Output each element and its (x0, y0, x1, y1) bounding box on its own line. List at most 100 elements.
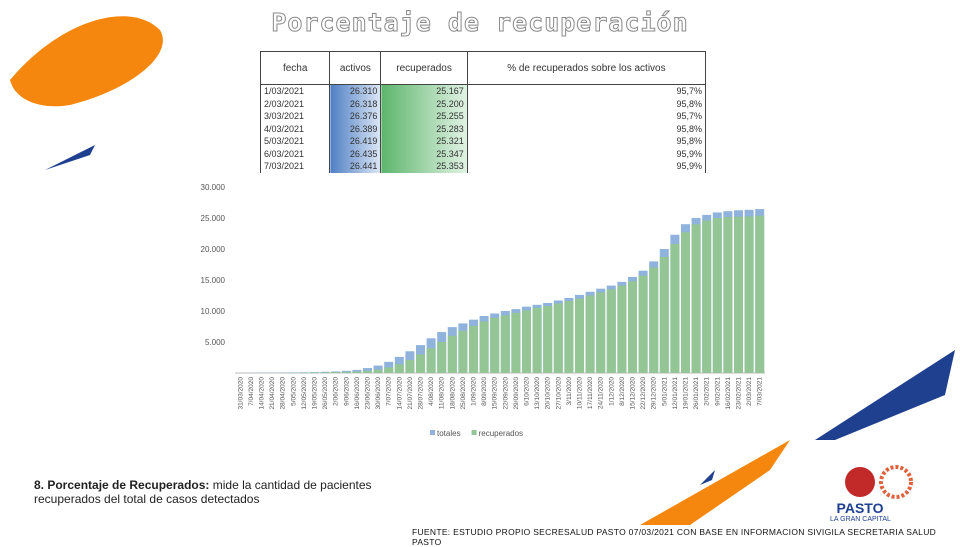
table-cell: 26.419 (330, 135, 381, 148)
y-tick-label: 10.000 (201, 307, 226, 316)
x-tick-label: 20/10/2020 (545, 377, 552, 410)
bar (586, 296, 595, 374)
legend-label: recuperados (479, 429, 523, 438)
table-cell: 25.255 (381, 110, 467, 123)
blue-stroke (45, 145, 95, 170)
x-tick-label: 16/02/2021 (725, 377, 732, 410)
y-tick-label: 5.000 (205, 338, 226, 347)
table-cell: 25.200 (381, 98, 467, 111)
bar (480, 322, 489, 373)
table-cell: 95,7% (467, 85, 705, 98)
table-header: recuperados (381, 52, 467, 85)
x-tick-label: 14/04/2020 (259, 377, 266, 410)
table-cell: 26.376 (330, 110, 381, 123)
x-tick-label: 19/01/2021 (683, 377, 690, 410)
logo-emblem (881, 467, 911, 497)
legend-swatch (430, 430, 435, 435)
table-cell: 25.347 (381, 148, 467, 161)
table-cell: 26.389 (330, 123, 381, 136)
x-tick-label: 15/09/2020 (492, 377, 499, 410)
bar (352, 372, 361, 373)
table-cell: 7/03/2021 (261, 160, 330, 173)
logo-tagline: LA GRAN CAPITAL (830, 516, 890, 523)
bar (395, 364, 404, 373)
table-cell: 26.441 (330, 160, 381, 173)
orange-stroke (640, 440, 790, 525)
bar (522, 310, 531, 373)
x-tick-label: 14/07/2020 (396, 377, 403, 410)
bar (405, 360, 414, 373)
table-header: activos (330, 52, 381, 85)
x-tick-label: 22/09/2020 (502, 377, 509, 410)
legend-label: totales (437, 429, 461, 438)
blue-shape (815, 350, 955, 440)
table-cell: 5/03/2021 (261, 135, 330, 148)
x-tick-label: 7/07/2020 (386, 377, 393, 406)
table-cell: 25.167 (381, 85, 467, 98)
bar (745, 216, 754, 373)
x-tick-label: 7/04/2020 (248, 377, 255, 406)
bar (755, 216, 764, 373)
y-tick-label: 30.000 (201, 183, 226, 192)
logo: PASTO LA GRAN CAPITAL (830, 500, 890, 523)
bar (692, 224, 701, 373)
bar (384, 367, 393, 373)
blue-mark (700, 470, 715, 485)
x-tick-label: 23/06/2020 (365, 377, 372, 410)
caption: 8. Porcentaje de Recuperados: mide la ca… (34, 478, 394, 506)
bar (639, 276, 648, 373)
bar (649, 268, 658, 373)
x-tick-label: 19/05/2020 (312, 377, 319, 410)
table-cell: 25.283 (381, 123, 467, 136)
bar (448, 336, 457, 373)
table-cell: 95,8% (467, 98, 705, 111)
bar (490, 318, 499, 373)
bar (596, 292, 605, 373)
table-cell: 3/03/2021 (261, 110, 330, 123)
bar (681, 232, 690, 373)
x-tick-label: 25/08/2020 (460, 377, 467, 410)
x-tick-label: 8/12/2020 (619, 377, 626, 406)
bar (469, 326, 478, 373)
bar (501, 315, 510, 373)
x-tick-label: 1/09/2020 (471, 377, 478, 406)
bar (427, 348, 436, 373)
logo-shield (845, 467, 875, 497)
x-tick-label: 28/07/2020 (418, 377, 425, 410)
bar (554, 304, 563, 373)
bar (670, 244, 679, 373)
bar (363, 371, 372, 373)
y-tick-label: 25.000 (201, 214, 226, 223)
x-tick-label: 27/10/2020 (555, 377, 562, 410)
x-tick-label: 26/01/2021 (693, 377, 700, 410)
x-tick-label: 29/12/2020 (651, 377, 658, 410)
table-cell: 95,8% (467, 135, 705, 148)
bar (321, 372, 330, 373)
table-cell: 6/03/2021 (261, 148, 330, 161)
bar (575, 299, 584, 373)
x-tick-label: 8/09/2020 (481, 377, 488, 406)
x-tick-label: 12/01/2021 (672, 377, 679, 410)
bar (342, 372, 351, 373)
y-tick-label: 15.000 (201, 276, 226, 285)
table-cell: 95,7% (467, 110, 705, 123)
bar (543, 306, 552, 373)
footer: FUENTE: ESTUDIO PROPIO SECRESALUD PASTO … (412, 527, 960, 547)
bar (416, 354, 425, 373)
x-tick-label: 24/11/2020 (598, 377, 605, 409)
x-tick-label: 1/12/2020 (608, 377, 615, 406)
bar (437, 342, 446, 373)
table-cell: 26.435 (330, 148, 381, 161)
table-cell: 95,8% (467, 123, 705, 136)
x-tick-label: 3/11/2020 (566, 377, 573, 406)
bar (660, 257, 669, 373)
x-tick-label: 11/08/2020 (439, 377, 446, 409)
x-tick-label: 28/04/2020 (280, 377, 287, 410)
